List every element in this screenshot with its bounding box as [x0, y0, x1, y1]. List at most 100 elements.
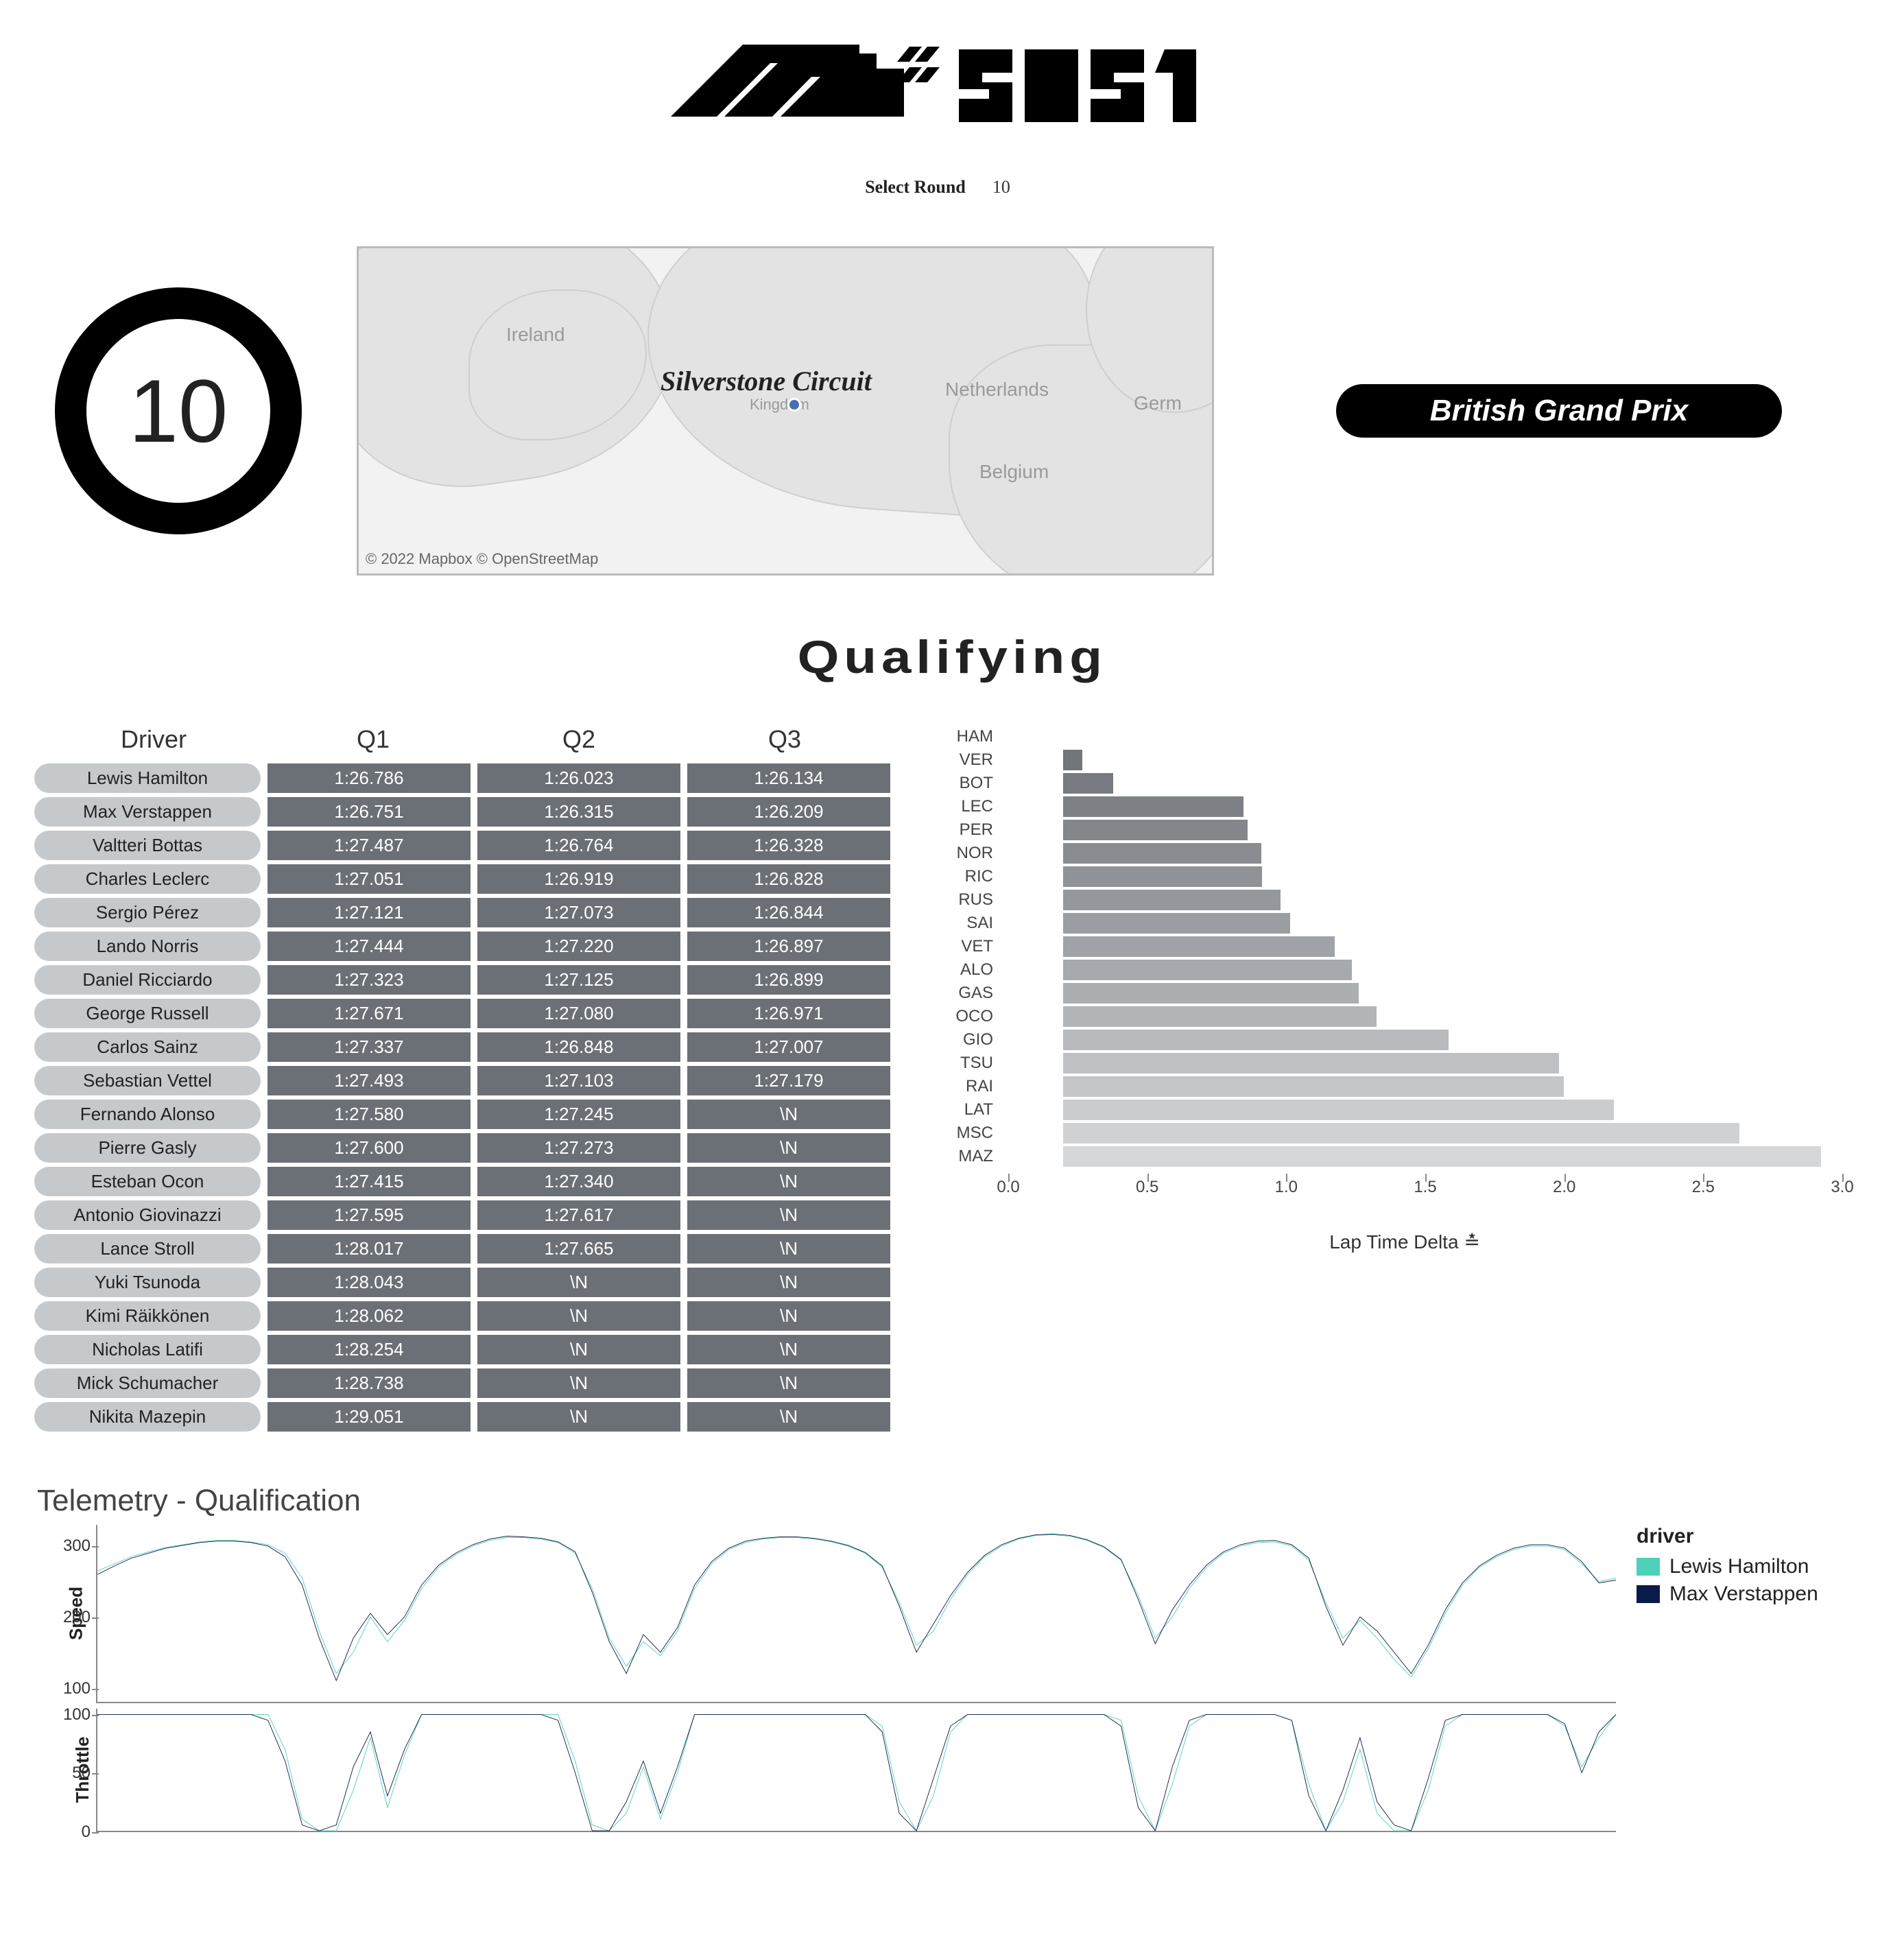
q1-cell: 1:27.600 — [267, 1133, 471, 1163]
driver-name-cell: Max Verstappen — [34, 797, 261, 827]
q2-cell: \N — [477, 1402, 680, 1432]
round-selector-input[interactable] — [991, 176, 1039, 198]
table-row: Pierre Gasly1:27.6001:27.273\N — [34, 1133, 899, 1163]
delta-xtick: 0.5 — [1136, 1178, 1158, 1197]
delta-bar-row: VER — [1008, 748, 1842, 772]
driver-name-cell: Daniel Ricciardo — [34, 965, 261, 995]
delta-chart-xlabel: Lap Time Delta ≛ — [940, 1231, 1870, 1253]
delta-bar-row: SAI — [1008, 912, 1842, 935]
q1-cell: 1:27.493 — [267, 1066, 471, 1095]
q3-cell: 1:26.844 — [687, 898, 890, 927]
q2-cell: \N — [477, 1301, 680, 1331]
driver-name-cell: Esteban Ocon — [34, 1167, 261, 1196]
legend-label: Lewis Hamilton — [1669, 1555, 1809, 1578]
table-row: Fernando Alonso1:27.5801:27.245\N — [34, 1100, 899, 1129]
map-label-ireland: Ireland — [506, 324, 565, 346]
event-name-pill: British Grand Prix — [1336, 384, 1782, 438]
q3-cell: \N — [687, 1368, 890, 1398]
f1-2021-logo — [34, 41, 1870, 135]
telemetry-ytick: 300 — [49, 1537, 91, 1556]
driver-name-cell: Nikita Mazepin — [34, 1402, 261, 1432]
q1-cell: 1:28.254 — [267, 1335, 471, 1364]
telemetry-throttle-chart[interactable]: Throttle 050100 — [96, 1709, 1616, 1832]
driver-name-cell: Lando Norris — [34, 932, 261, 961]
driver-code: SAI — [947, 914, 1001, 933]
delta-bar — [1063, 890, 1281, 910]
q2-cell: \N — [477, 1268, 680, 1297]
telemetry-speed-chart[interactable]: Speed 100200300 — [96, 1525, 1616, 1703]
table-row: Kimi Räikkönen1:28.062\N\N — [34, 1301, 899, 1331]
driver-name-cell: Yuki Tsunoda — [34, 1268, 261, 1297]
q2-cell: 1:27.080 — [477, 999, 680, 1028]
q2-cell: 1:27.340 — [477, 1167, 680, 1196]
driver-code: VET — [947, 937, 1001, 956]
telemetry-ytick: 200 — [49, 1608, 91, 1627]
driver-code: RIC — [947, 867, 1001, 886]
delta-xtick: 3.0 — [1831, 1178, 1853, 1197]
driver-code: BOT — [947, 774, 1001, 793]
table-row: Valtteri Bottas1:27.4871:26.7641:26.328 — [34, 831, 899, 860]
driver-name-cell: Valtteri Bottas — [34, 831, 261, 860]
legend-item[interactable]: Max Verstappen — [1637, 1582, 1870, 1606]
driver-code: VER — [947, 750, 1001, 770]
table-row: Nicholas Latifi1:28.254\N\N — [34, 1335, 899, 1364]
delta-bar-row: LEC — [1008, 795, 1842, 818]
map-attribution: © 2022 Mapbox © OpenStreetMap — [366, 550, 598, 568]
telemetry-line — [97, 1534, 1616, 1676]
table-row: Daniel Ricciardo1:27.3231:27.1251:26.899 — [34, 965, 899, 995]
laptime-delta-chart[interactable]: HAMVERBOTLECPERNORRICRUSSAIVETALOGASOCOG… — [940, 725, 1870, 1260]
table-row: Yuki Tsunoda1:28.043\N\N — [34, 1268, 899, 1297]
telemetry-ytick: 100 — [49, 1679, 91, 1698]
q2-cell: 1:26.315 — [477, 797, 680, 827]
q3-cell: \N — [687, 1167, 890, 1196]
delta-bar — [1063, 1146, 1821, 1167]
q3-cell: \N — [687, 1133, 890, 1163]
legend-swatch-icon — [1637, 1558, 1660, 1576]
driver-code: RAI — [947, 1077, 1001, 1096]
q3-cell: 1:26.209 — [687, 797, 890, 827]
q1-cell: 1:27.323 — [267, 965, 471, 995]
legend-swatch-icon — [1637, 1585, 1660, 1603]
table-row: Sebastian Vettel1:27.4931:27.1031:27.179 — [34, 1066, 899, 1095]
telemetry-line — [97, 1714, 1616, 1831]
table-row: Lewis Hamilton1:26.7861:26.0231:26.134 — [34, 763, 899, 793]
q2-cell: 1:26.919 — [477, 864, 680, 894]
driver-code: GAS — [947, 984, 1001, 1003]
q3-cell: 1:26.971 — [687, 999, 890, 1028]
legend-label: Max Verstappen — [1669, 1582, 1818, 1606]
driver-code: OCO — [947, 1007, 1001, 1026]
table-row: Esteban Ocon1:27.4151:27.340\N — [34, 1167, 899, 1196]
map-label-netherlands: Netherlands — [945, 379, 1049, 401]
driver-code: MSC — [947, 1124, 1001, 1143]
driver-name-cell: Fernando Alonso — [34, 1100, 261, 1129]
table-row: Nikita Mazepin1:29.051\N\N — [34, 1402, 899, 1432]
legend-item[interactable]: Lewis Hamilton — [1637, 1555, 1870, 1578]
delta-bar-row: RUS — [1008, 888, 1842, 912]
delta-bar — [1063, 843, 1261, 864]
q1-cell: 1:27.444 — [267, 932, 471, 961]
delta-xtick: 1.5 — [1414, 1178, 1436, 1197]
q3-cell: \N — [687, 1335, 890, 1364]
circuit-map[interactable]: Ireland Netherlands Belgium Germ Kingdom… — [357, 246, 1214, 576]
delta-bar-row: PER — [1008, 818, 1842, 842]
telemetry-ytick: 100 — [49, 1705, 91, 1724]
q3-cell: 1:26.897 — [687, 932, 890, 961]
delta-bar — [1063, 936, 1335, 957]
q2-cell: 1:27.665 — [477, 1234, 680, 1264]
q3-cell: \N — [687, 1402, 890, 1432]
delta-bar-row: MSC — [1008, 1122, 1842, 1145]
q3-cell: \N — [687, 1234, 890, 1264]
delta-bar — [1063, 1006, 1377, 1027]
qualifying-table: Driver Q1 Q2 Q3 Lewis Hamilton1:26.7861:… — [34, 725, 899, 1436]
quali-header-q2: Q2 — [476, 725, 682, 754]
driver-name-cell: Pierre Gasly — [34, 1133, 261, 1163]
delta-bar — [1063, 1123, 1739, 1143]
delta-xtick: 2.0 — [1553, 1178, 1575, 1197]
delta-bar — [1063, 820, 1248, 840]
q1-cell: 1:27.337 — [267, 1032, 471, 1062]
map-circuit-label: Silverstone Circuit — [661, 365, 872, 397]
driver-name-cell: George Russell — [34, 999, 261, 1028]
telemetry-line — [97, 1714, 1616, 1831]
qualifying-heading: Qualifying — [34, 630, 1870, 684]
q3-cell: \N — [687, 1301, 890, 1331]
